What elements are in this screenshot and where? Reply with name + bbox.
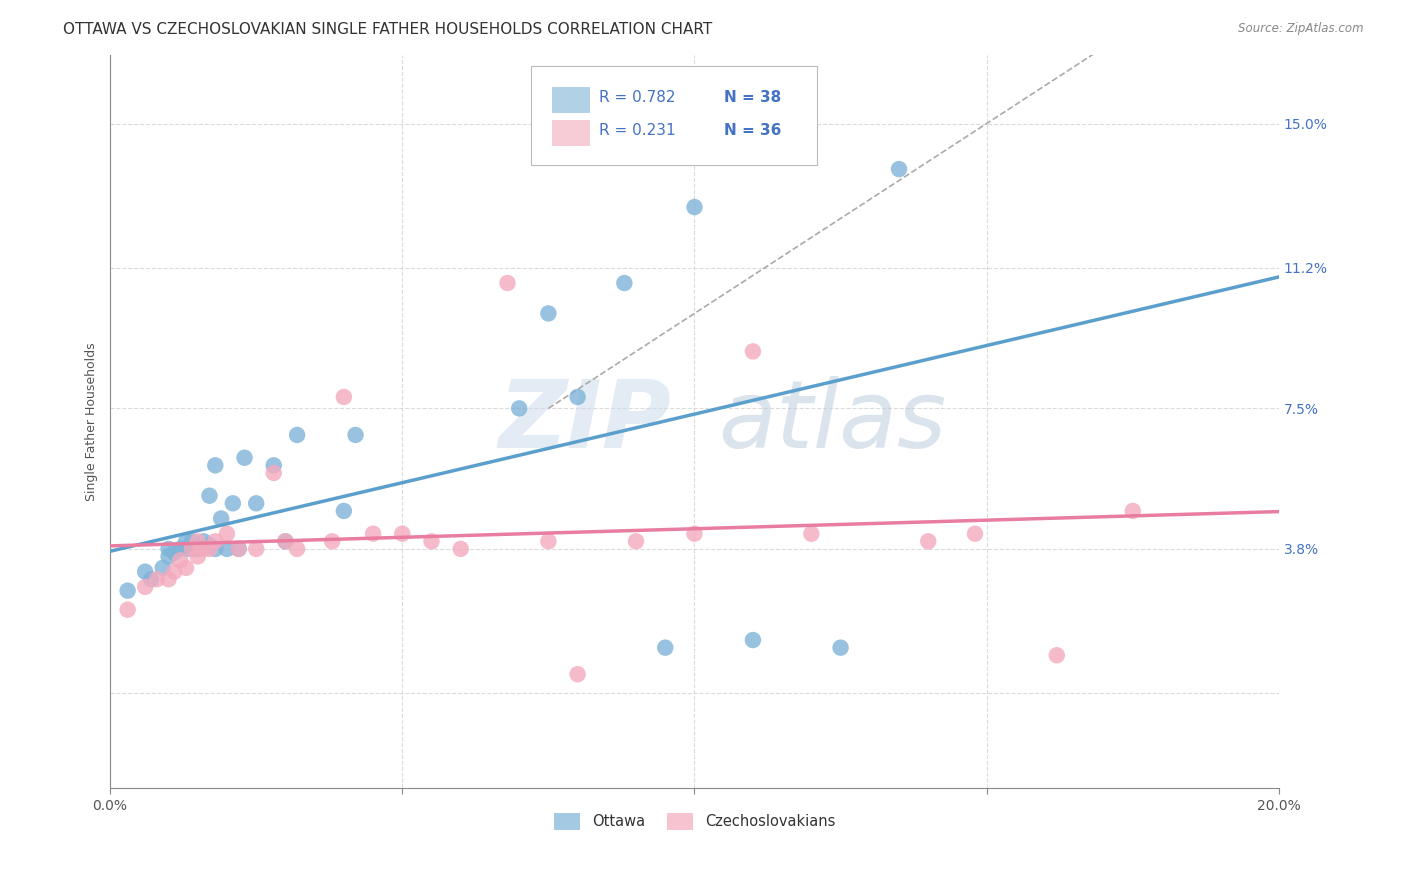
- Point: [134, 565, 156, 579]
- Point: [187, 549, 209, 564]
- Point: [333, 390, 356, 404]
- Point: [321, 534, 343, 549]
- Point: [361, 526, 384, 541]
- Point: [157, 541, 180, 556]
- Point: [163, 565, 186, 579]
- Text: Source: ZipAtlas.com: Source: ZipAtlas.com: [1239, 22, 1364, 36]
- Point: [567, 667, 589, 681]
- Text: R = 0.231: R = 0.231: [599, 123, 675, 138]
- Point: [187, 541, 209, 556]
- Text: ZIP: ZIP: [498, 376, 671, 467]
- Point: [174, 561, 197, 575]
- Point: [450, 541, 472, 556]
- Point: [198, 489, 221, 503]
- Point: [146, 572, 169, 586]
- Point: [180, 541, 202, 556]
- Y-axis label: Single Father Households: Single Father Households: [86, 343, 98, 501]
- Point: [274, 534, 297, 549]
- Point: [117, 602, 139, 616]
- Point: [624, 534, 647, 549]
- Point: [917, 534, 939, 549]
- Point: [263, 466, 285, 480]
- Point: [285, 428, 308, 442]
- Point: [654, 640, 676, 655]
- Text: R = 0.782: R = 0.782: [599, 90, 675, 105]
- Point: [830, 640, 852, 655]
- Point: [134, 580, 156, 594]
- Point: [187, 534, 209, 549]
- Point: [169, 553, 191, 567]
- Point: [344, 428, 367, 442]
- FancyBboxPatch shape: [553, 87, 589, 112]
- Point: [198, 541, 221, 556]
- Point: [537, 534, 560, 549]
- Point: [800, 526, 823, 541]
- Point: [567, 390, 589, 404]
- Point: [537, 306, 560, 320]
- Point: [887, 162, 910, 177]
- Point: [180, 534, 202, 549]
- Point: [209, 511, 232, 525]
- Point: [263, 458, 285, 473]
- Point: [508, 401, 530, 416]
- Point: [963, 526, 986, 541]
- Point: [117, 583, 139, 598]
- Text: N = 36: N = 36: [724, 123, 782, 138]
- Text: N = 38: N = 38: [724, 90, 780, 105]
- Point: [228, 541, 250, 556]
- FancyBboxPatch shape: [553, 120, 589, 145]
- Point: [228, 541, 250, 556]
- Point: [742, 633, 765, 648]
- Text: OTTAWA VS CZECHOSLOVAKIAN SINGLE FATHER HOUSEHOLDS CORRELATION CHART: OTTAWA VS CZECHOSLOVAKIAN SINGLE FATHER …: [63, 22, 713, 37]
- Text: atlas: atlas: [718, 376, 946, 467]
- Point: [174, 541, 197, 556]
- Point: [420, 534, 443, 549]
- Point: [198, 538, 221, 552]
- Point: [204, 541, 226, 556]
- Point: [174, 534, 197, 549]
- Point: [1122, 504, 1144, 518]
- Point: [193, 541, 215, 556]
- Point: [157, 572, 180, 586]
- Point: [163, 546, 186, 560]
- Point: [152, 561, 174, 575]
- Point: [1046, 648, 1069, 663]
- Point: [204, 458, 226, 473]
- Point: [233, 450, 256, 465]
- Point: [193, 534, 215, 549]
- Point: [274, 534, 297, 549]
- Point: [169, 541, 191, 556]
- Point: [742, 344, 765, 359]
- Point: [204, 534, 226, 549]
- Point: [180, 541, 202, 556]
- Point: [139, 572, 162, 586]
- Point: [245, 496, 267, 510]
- Legend: Ottawa, Czechoslovakians: Ottawa, Czechoslovakians: [548, 807, 841, 836]
- FancyBboxPatch shape: [531, 66, 817, 165]
- Point: [496, 276, 519, 290]
- Point: [222, 496, 245, 510]
- Point: [245, 541, 267, 556]
- Point: [683, 526, 706, 541]
- Point: [391, 526, 413, 541]
- Point: [613, 276, 636, 290]
- Point: [215, 526, 238, 541]
- Point: [157, 549, 180, 564]
- Point: [333, 504, 356, 518]
- Point: [215, 541, 238, 556]
- Point: [285, 541, 308, 556]
- Point: [683, 200, 706, 214]
